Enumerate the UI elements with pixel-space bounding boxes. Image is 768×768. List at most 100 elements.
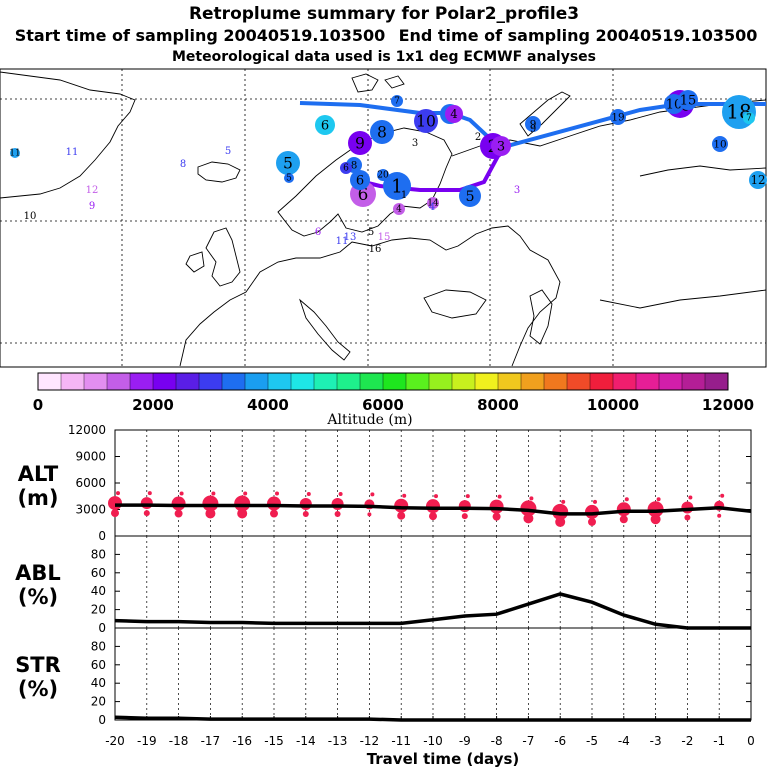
altitude-spread-marker [338,491,343,496]
plume-marker [383,172,411,200]
altitude-spread-marker [299,497,312,510]
altitude-spread-marker [367,512,372,517]
coastline-italy [299,298,351,361]
colorbar-cell [61,373,85,390]
time-series-panels: 030006000900012000ALT(m)020406080ABL(%)0… [15,423,755,768]
plume-small-label: 3 [514,185,520,196]
panel-ylabel-unit: (%) [18,585,58,609]
plume-marker [427,197,439,209]
colorbar-tick-label: 2000 [132,396,174,414]
colorbar-cell [659,373,683,390]
plume-marker-label: 10 [416,112,436,130]
plume-small-label: 10 [24,211,37,222]
altitude-spread-marker [202,495,219,512]
coastline-novaya-zemlya [519,91,571,137]
x-tick-label: -6 [554,734,566,748]
y-tick-label: 20 [91,695,106,709]
plume-marker [315,115,335,135]
plume-small-label: 9 [89,201,95,212]
colorbar-cell [245,373,269,390]
altitude-spread-marker [681,501,694,514]
plume-marker [678,90,698,110]
altitude-spread-marker [434,494,438,499]
altitude-spread-marker [616,502,631,517]
plume-marker [340,162,352,174]
x-tick-label: -9 [459,734,471,748]
colorbar-tick-labels: 0 2000 4000 6000 8000 10000 12000 [33,396,754,414]
plume-marker-label: 6 [356,174,364,189]
series-line-alt [115,503,752,516]
plume-small-label: 2 [475,132,481,143]
figure-title: Retroplume summary for Polar2_profile3 [189,4,579,24]
plume-marker-label: 20 [377,171,389,181]
colorbar-cell [705,373,729,390]
panel-alt: 0 3000 6000 9000 12000 ALT(m) [17,423,752,543]
colorbar-tick-label: 10000 [587,396,639,414]
trajectory-path-south [355,155,500,192]
altitude-spread-marker [111,509,119,518]
altitude-spread-marker [205,508,216,519]
altitude-spread-marker [143,510,150,517]
altitude-spread-marker [302,510,309,517]
plume-marker-label: 5 [286,173,292,183]
plume-small-label: 15 [378,232,391,243]
x-tick-label: -1 [713,734,725,748]
plume-markers: 1234556678991010101115181920486651447101… [9,90,767,215]
plume-marker [743,112,755,124]
altitude-spread-marker [426,499,440,514]
plume-marker-label: 1 [391,176,403,197]
altitude-spread-marker [334,510,341,517]
plume-marker-label: 4 [450,107,457,121]
x-tick-label: -2 [681,734,693,748]
plume-marker [445,105,463,123]
y-tick-label: 0 [98,713,106,727]
altitude-spread-marker [171,496,186,511]
plume-marker-label: 5 [283,154,293,172]
plume-marker-label: 3 [497,140,505,155]
plume-small-label: 11 [66,147,79,158]
coastline-asia-interior [599,165,767,309]
colorbar-cell [291,373,315,390]
plume-marker [525,116,541,132]
altitude-spread-marker [593,499,597,504]
altitude-spread-marker [147,491,152,496]
colorbar-cell [199,373,223,390]
altitude-spread-marker [684,514,691,521]
altitude-spread-marker [370,492,375,497]
plume-small-label: 13 [344,232,357,243]
altitude-spread-marker [561,499,566,504]
colorbar-frame [37,372,729,391]
colorbar-cell [452,373,476,390]
x-tick-label: -15 [264,734,284,748]
colorbar-cell [314,373,338,390]
plume-marker [712,136,728,152]
altitude-spread-marker [529,496,534,501]
altitude-spread-marker [650,514,661,525]
x-tick-label: 0 [747,734,755,748]
plume-marker [370,120,394,144]
altitude-colorbar: 0 2000 4000 6000 8000 10000 12000 Altitude (m) [33,372,754,428]
plume-marker [284,173,294,183]
y-tick-label: 12000 [68,423,106,437]
x-tick-label: -8 [491,734,503,748]
colorbar-cell [337,373,361,390]
altitude-spread-marker [234,495,251,512]
panel-abl: 0 20 40 60 80 ABL(%) [15,535,752,635]
colorbar-cell [544,373,568,390]
colorbar-cell [360,373,384,390]
x-tick-label: -3 [650,734,662,748]
altitude-spread-marker [492,512,501,521]
plume-marker-label: 15 [680,94,697,109]
colorbar-tick-label: 6000 [362,396,404,414]
y-tick-label: 0 [98,621,106,635]
colorbar-cell [567,373,591,390]
y-tick-label: 40 [91,584,106,598]
colorbar-cell [130,373,154,390]
altitude-spread-marker [116,491,120,496]
altitude-spread-marker [647,501,664,518]
altitude-spread-marker [394,498,409,513]
colorbar-cell [613,373,637,390]
altitude-spread-marker [458,500,471,513]
plume-marker-label: 7 [746,114,752,124]
